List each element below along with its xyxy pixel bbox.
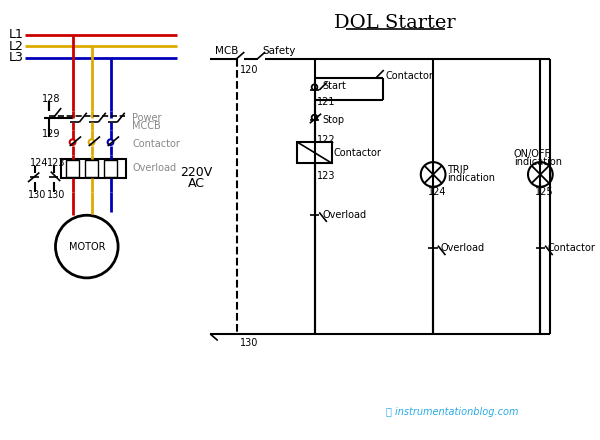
Text: Overload: Overload xyxy=(322,210,366,220)
Text: 130: 130 xyxy=(47,191,65,200)
Text: TRIP: TRIP xyxy=(448,165,469,175)
Text: 121: 121 xyxy=(317,97,336,107)
Text: ON/OFF: ON/OFF xyxy=(514,149,551,158)
Bar xyxy=(85,160,98,177)
Text: Contactor: Contactor xyxy=(133,139,180,149)
Text: 123: 123 xyxy=(47,158,65,168)
Text: L1: L1 xyxy=(9,29,24,41)
Text: indication: indication xyxy=(514,157,562,167)
Text: MCB: MCB xyxy=(215,46,238,56)
Text: MOTOR: MOTOR xyxy=(68,242,105,252)
Text: Start: Start xyxy=(322,81,346,91)
Text: indication: indication xyxy=(448,173,496,183)
Text: Contactor: Contactor xyxy=(334,148,382,158)
Bar xyxy=(298,142,332,163)
Text: AC: AC xyxy=(187,177,205,191)
Text: Overload: Overload xyxy=(133,163,176,173)
Text: 122: 122 xyxy=(317,135,336,145)
Text: Overload: Overload xyxy=(441,243,485,253)
Text: 130: 130 xyxy=(28,191,46,200)
Text: 120: 120 xyxy=(239,65,258,75)
Text: 220V: 220V xyxy=(180,166,212,179)
Text: Safety: Safety xyxy=(262,46,296,56)
Text: DOL Starter: DOL Starter xyxy=(334,14,456,32)
Bar xyxy=(61,159,125,178)
Text: Contactor: Contactor xyxy=(548,243,596,253)
Text: ⬛ instrumentationblog.com: ⬛ instrumentationblog.com xyxy=(386,407,518,417)
Bar xyxy=(104,160,117,177)
Text: L2: L2 xyxy=(9,40,24,53)
Text: Contactor: Contactor xyxy=(386,71,434,81)
Text: 129: 129 xyxy=(42,128,61,139)
Bar xyxy=(66,160,79,177)
Text: 128: 128 xyxy=(42,94,61,103)
Text: L3: L3 xyxy=(9,51,24,64)
Text: 125: 125 xyxy=(535,187,553,197)
Text: 123: 123 xyxy=(317,171,336,181)
Text: Stop: Stop xyxy=(322,115,344,125)
Text: 124: 124 xyxy=(30,158,49,168)
Text: MCCB: MCCB xyxy=(133,121,161,131)
Text: 124: 124 xyxy=(428,187,447,197)
Text: 130: 130 xyxy=(239,338,258,348)
Text: Power: Power xyxy=(133,114,162,124)
